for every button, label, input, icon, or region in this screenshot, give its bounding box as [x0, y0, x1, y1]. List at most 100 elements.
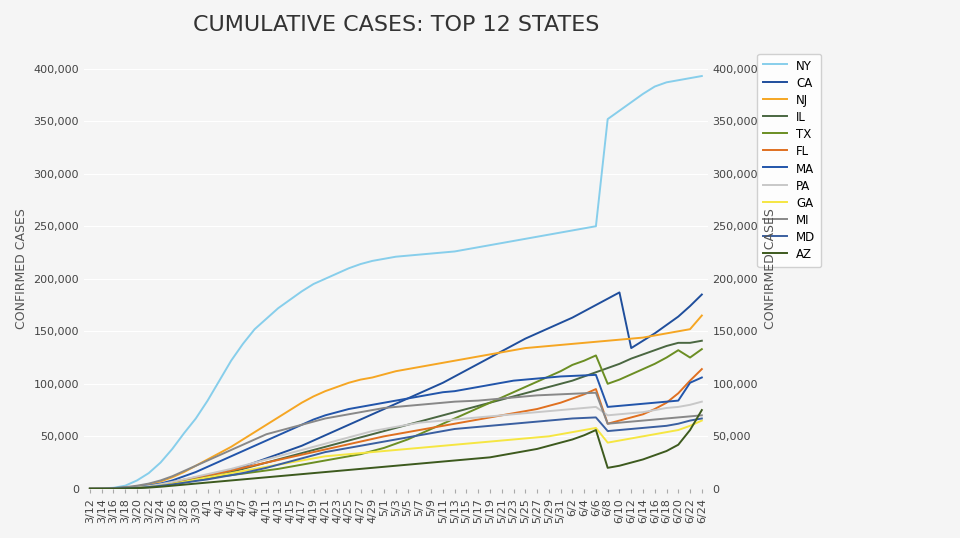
MI [249, 436, 260, 443]
MI [696, 412, 708, 419]
TX [84, 485, 96, 492]
NJ [84, 485, 96, 492]
MA [637, 400, 649, 407]
FL [626, 414, 637, 421]
Legend: NY, CA, NJ, IL, TX, FL, MA, PA, GA, MI, MD, AZ: NY, CA, NJ, IL, TX, FL, MA, PA, GA, MI, … [757, 54, 822, 267]
IL [437, 412, 448, 419]
TX [437, 421, 448, 427]
MD [84, 485, 96, 492]
Line: AZ: AZ [90, 410, 702, 489]
Y-axis label: CONFIRMED CASES: CONFIRMED CASES [764, 208, 777, 329]
PA [249, 459, 260, 466]
TX [696, 346, 708, 352]
MI [437, 400, 448, 406]
NY [84, 485, 96, 492]
GA [472, 440, 484, 446]
CA [84, 485, 96, 492]
PA [449, 416, 461, 423]
MD [590, 414, 602, 421]
Line: MD: MD [90, 417, 702, 489]
Line: CA: CA [90, 293, 702, 489]
MD [472, 423, 484, 430]
NY [249, 326, 260, 332]
CA [472, 360, 484, 367]
FL [437, 422, 448, 429]
NY [696, 73, 708, 79]
NY [626, 99, 637, 105]
GA [84, 485, 96, 492]
MI [449, 399, 461, 405]
Line: GA: GA [90, 421, 702, 489]
NJ [449, 357, 461, 364]
Line: NJ: NJ [90, 315, 702, 489]
TX [626, 371, 637, 378]
PA [555, 407, 566, 413]
PA [437, 417, 448, 424]
MA [84, 485, 96, 492]
PA [626, 410, 637, 416]
GA [555, 431, 566, 437]
FL [84, 485, 96, 492]
GA [626, 435, 637, 442]
MI [637, 417, 649, 424]
FL [696, 366, 708, 372]
AZ [449, 457, 461, 464]
MI [472, 398, 484, 404]
MA [437, 389, 448, 395]
CA [449, 373, 461, 380]
IL [472, 402, 484, 409]
FL [555, 400, 566, 406]
IL [626, 356, 637, 362]
CA [555, 320, 566, 326]
AZ [555, 440, 566, 446]
AZ [84, 486, 96, 492]
Line: FL: FL [90, 369, 702, 489]
MD [249, 467, 260, 473]
Title: CUMULATIVE CASES: TOP 12 STATES: CUMULATIVE CASES: TOP 12 STATES [193, 15, 599, 35]
Line: PA: PA [90, 402, 702, 489]
MD [437, 428, 448, 434]
MA [249, 443, 260, 449]
IL [84, 485, 96, 492]
MA [555, 373, 566, 380]
MD [637, 424, 649, 431]
TX [249, 469, 260, 475]
MI [555, 391, 566, 398]
IL [449, 409, 461, 415]
AZ [626, 459, 637, 466]
MI [590, 390, 602, 396]
Line: TX: TX [90, 349, 702, 489]
TX [555, 368, 566, 374]
TX [472, 405, 484, 411]
NJ [249, 429, 260, 435]
Y-axis label: CONFIRMED CASES: CONFIRMED CASES [15, 208, 28, 329]
NJ [437, 359, 448, 366]
NJ [696, 312, 708, 318]
MA [696, 374, 708, 381]
TX [449, 415, 461, 422]
NY [555, 229, 566, 236]
Line: NY: NY [90, 76, 702, 489]
Line: MA: MA [90, 375, 702, 489]
CA [696, 291, 708, 298]
PA [472, 414, 484, 421]
CA [437, 379, 448, 386]
AZ [696, 407, 708, 413]
CA [249, 459, 260, 466]
GA [696, 417, 708, 424]
MD [449, 426, 461, 432]
PA [84, 485, 96, 492]
AZ [437, 458, 448, 465]
FL [249, 462, 260, 469]
GA [449, 442, 461, 448]
FL [449, 421, 461, 427]
NY [437, 249, 448, 256]
AZ [472, 455, 484, 462]
IL [249, 463, 260, 469]
IL [696, 337, 708, 344]
MD [555, 416, 566, 423]
NJ [472, 353, 484, 360]
MD [696, 415, 708, 422]
AZ [249, 475, 260, 482]
PA [696, 399, 708, 405]
